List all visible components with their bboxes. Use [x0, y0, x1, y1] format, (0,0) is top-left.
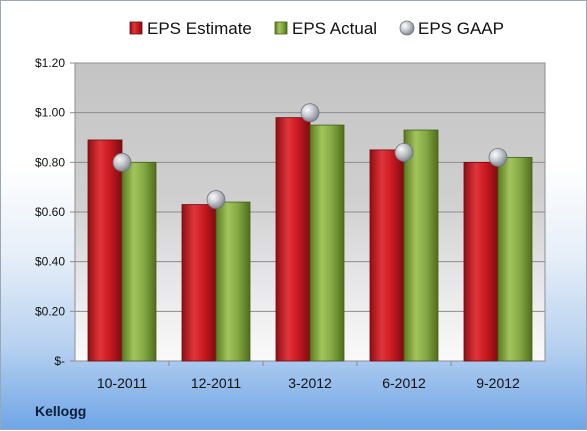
x-tick-label: 10-2011: [97, 375, 148, 391]
legend-eps-estimate-label: EPS Estimate: [147, 19, 252, 38]
legend-eps-gaap-swatch: [399, 20, 415, 36]
y-tick-label: $0.60: [35, 205, 65, 219]
x-tick-label: 3-2012: [288, 375, 332, 391]
point-eps-gaap: [394, 142, 414, 162]
bar-eps-actual: [403, 129, 439, 362]
point-eps-gaap: [112, 152, 132, 172]
x-tick-label: 6-2012: [382, 375, 426, 391]
y-tick-label: $0.40: [35, 255, 65, 269]
y-tick-label: $1.20: [35, 56, 65, 70]
x-tick-label: 12-2011: [191, 375, 242, 391]
point-eps-gaap: [488, 147, 508, 167]
bar-eps-actual: [497, 156, 533, 362]
bar-eps-estimate: [275, 117, 311, 362]
y-tick-label: $0.80: [35, 155, 65, 169]
x-tick-label: 9-2012: [476, 375, 520, 391]
y-tick-label: $1.00: [35, 106, 65, 120]
legend-eps-actual-swatch: [274, 21, 288, 35]
legend-eps-gaap-label: EPS GAAP: [418, 19, 504, 38]
bar-eps-estimate: [463, 161, 499, 362]
legend-eps-estimate-swatch: [129, 21, 143, 35]
point-eps-gaap: [300, 103, 320, 123]
point-eps-gaap: [206, 190, 226, 209]
y-tick-label: $0.20: [35, 304, 65, 318]
company-name: Kellogg: [35, 403, 87, 419]
bar-eps-actual: [215, 201, 251, 362]
bar-eps-estimate: [181, 204, 217, 362]
bar-eps-estimate: [87, 139, 123, 362]
bar-eps-estimate: [369, 149, 405, 362]
y-tick-label: $-: [54, 354, 65, 368]
bar-eps-actual: [121, 161, 157, 362]
legend-eps-actual-label: EPS Actual: [292, 19, 377, 38]
bar-eps-actual: [309, 124, 345, 362]
